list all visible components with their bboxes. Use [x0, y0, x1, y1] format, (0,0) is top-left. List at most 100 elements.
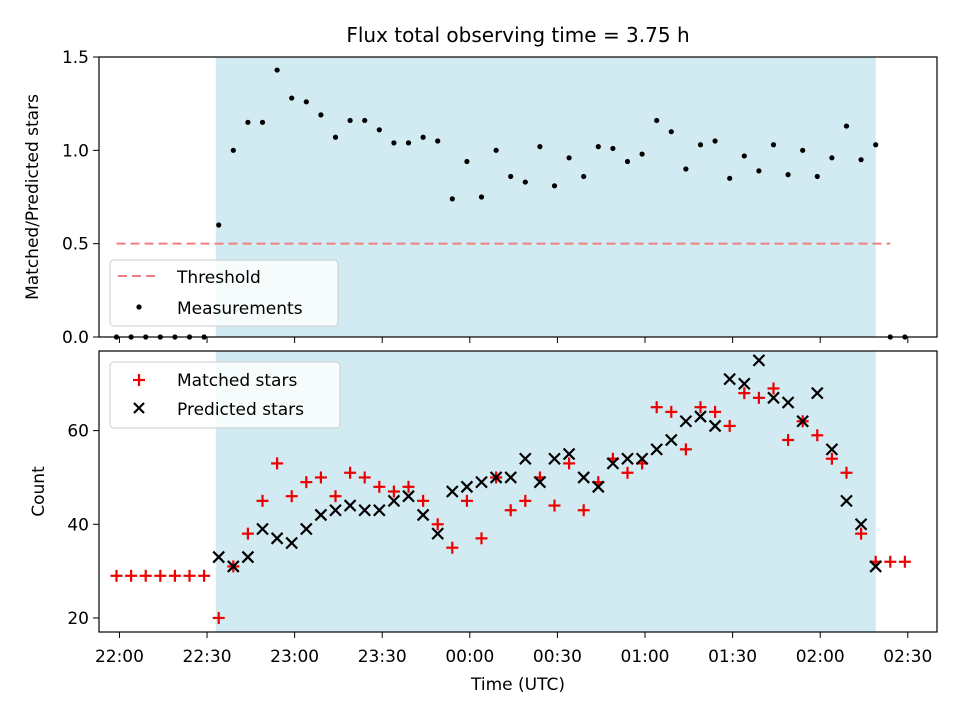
chart-title: Flux total observing time = 3.75 h [346, 23, 689, 47]
predicted-star-point [869, 560, 882, 573]
x-tick-label: 00:00 [445, 647, 494, 667]
measurement-point [537, 144, 543, 150]
predicted-star-point [256, 522, 269, 536]
bottom-legend-box [109, 361, 341, 429]
measurement-point [785, 172, 791, 178]
measurement-point [405, 140, 412, 146]
top-panel: 0.0 0.5 1.0 1.5 Matched/Predicted stars Thr… [23, 48, 938, 348]
matched-star-point [898, 555, 911, 568]
measurement-point [230, 147, 236, 153]
bottom-y-axis-label: Count [29, 466, 49, 517]
matched-star-point [460, 494, 473, 507]
predicted-star-point [402, 489, 415, 503]
y-tick-label: 20 [67, 609, 89, 629]
predicted-star-point [708, 419, 722, 433]
measurement-point [274, 67, 280, 73]
predicted-star-point [475, 475, 488, 489]
matched-star-point [446, 541, 459, 554]
predicted-star-point [241, 550, 255, 564]
matched-star-point [548, 499, 561, 512]
predicted-star-point [781, 396, 795, 409]
measurement-point [610, 145, 616, 152]
matched-star-point [709, 405, 722, 418]
matched-star-point [577, 504, 590, 517]
measurement-point [654, 117, 660, 124]
predicted-star-point [446, 485, 459, 498]
measurement-point [829, 155, 835, 161]
legend-matched-label: Matched stars [177, 371, 297, 391]
predicted-star-point [227, 560, 240, 573]
matched-star-point [417, 494, 430, 507]
measurement-point [508, 173, 514, 180]
matched-star-point [621, 466, 634, 479]
measurement-point [858, 157, 864, 163]
legend-predicted-swatch [133, 402, 145, 414]
predicted-star-point [577, 471, 590, 484]
predicted-star-point [679, 414, 693, 428]
x-tick-label: 00:30 [533, 647, 582, 667]
predicted-star-point [270, 532, 284, 545]
matched-star-point [840, 466, 853, 479]
bottom-x-axis-ticks: 22:00 22:30 23:00 23:30 00:00 00:30 01:00 01:30… [95, 632, 932, 667]
y-tick-label: 0.5 [62, 235, 89, 255]
y-tick-label: 1.0 [62, 141, 89, 161]
matched-star-point [373, 480, 386, 493]
measurement-point [581, 173, 587, 180]
predicted-star-point [606, 457, 620, 470]
legend-matched-swatch [133, 374, 145, 386]
measurement-point [770, 142, 777, 148]
predicted-star-point [592, 480, 605, 494]
matched-star-point [402, 480, 415, 493]
matched-star-point [241, 527, 254, 540]
matched-star-point [884, 555, 897, 568]
measurement-point [245, 119, 251, 125]
predicted-star-point [840, 494, 853, 508]
predicted-star-point [533, 475, 547, 489]
matched-star-point [855, 527, 868, 540]
predicted-star-point [767, 391, 780, 405]
legend-threshold-label: Threshold [176, 268, 261, 288]
top-y-axis-ticks: 0.0 0.5 1.0 1.5 [62, 48, 99, 348]
matched-star-point [344, 466, 357, 479]
predicted-star-point [460, 480, 474, 494]
predicted-star-point [562, 447, 576, 461]
matched-star-point [650, 401, 663, 414]
top-x-axis-ticks [118, 337, 909, 343]
measurement-point [522, 179, 528, 185]
measurement-point [347, 117, 353, 124]
matched-star-point [767, 382, 780, 395]
matched-star-point [563, 457, 576, 470]
matched-star-point [212, 611, 225, 624]
predicted-star-point [752, 354, 766, 367]
predicted-star-point [854, 518, 868, 531]
x-tick-label: 23:30 [358, 647, 407, 667]
measurement-point [435, 138, 441, 144]
predicted-star-point [343, 499, 357, 512]
predicted-star-point [431, 527, 444, 540]
legend-measurements-swatch [136, 304, 142, 310]
measurement-point [551, 183, 558, 189]
predicted-star-point [694, 410, 707, 423]
matched-star-point [110, 569, 123, 582]
measurement-point [800, 147, 806, 153]
measurement-point [493, 147, 499, 153]
bottom-legend: Matched stars Predicted stars [109, 361, 341, 429]
x-axis-label: Time (UTC) [470, 675, 565, 695]
matched-star-point [782, 433, 795, 446]
measurement-point [391, 140, 397, 146]
matched-star-point [723, 419, 736, 432]
matched-star-point [752, 391, 765, 404]
measurement-point [683, 166, 689, 172]
measurement-point [376, 127, 382, 133]
predicted-star-point [212, 550, 225, 564]
matched-star-point [271, 457, 284, 470]
matched-star-point [168, 569, 181, 582]
matched-star-point [475, 532, 488, 545]
matched-star-point [738, 387, 751, 400]
matched-star-point [125, 569, 138, 582]
matched-star-point [256, 494, 269, 507]
measurement-point [449, 196, 455, 202]
bottom-panel: 20 40 60 22:00 22:30 23:00 23:30 00:00 00:30 01:… [29, 350, 938, 695]
measurement-point [464, 158, 470, 165]
